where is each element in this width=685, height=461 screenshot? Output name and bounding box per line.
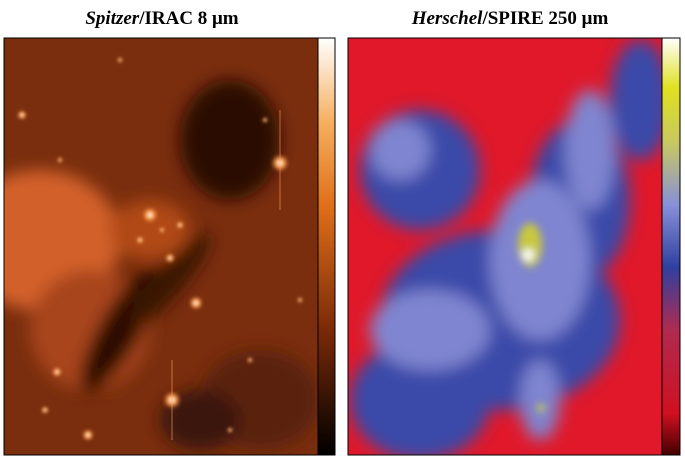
- title-rest: /IRAC 8 μm: [138, 8, 239, 29]
- colorbar: [661, 37, 681, 456]
- panel-title: Spitzer/IRAC 8 μm: [85, 8, 238, 29]
- irac-image: [4, 38, 318, 455]
- colorbar: [317, 37, 336, 456]
- title-italic: Spitzer: [85, 8, 139, 29]
- panel-title: Herschel/SPIRE 250 μm: [411, 8, 609, 29]
- spire-image: [348, 38, 662, 455]
- title-italic: Herschel: [411, 8, 483, 29]
- title-rest: /SPIRE 250 μm: [481, 8, 608, 29]
